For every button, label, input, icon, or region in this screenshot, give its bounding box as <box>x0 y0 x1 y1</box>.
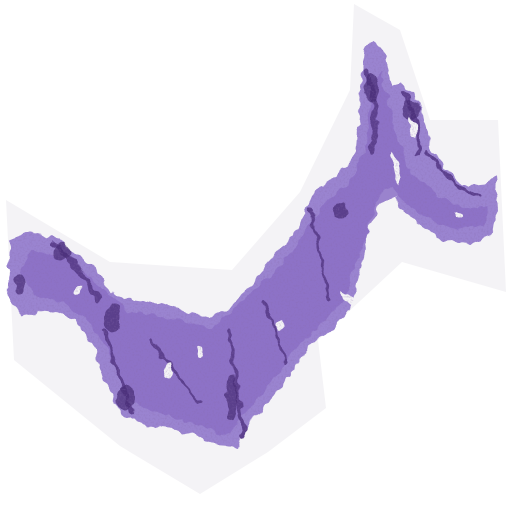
slide-scan-region <box>6 4 506 494</box>
tissue-section <box>8 40 498 448</box>
